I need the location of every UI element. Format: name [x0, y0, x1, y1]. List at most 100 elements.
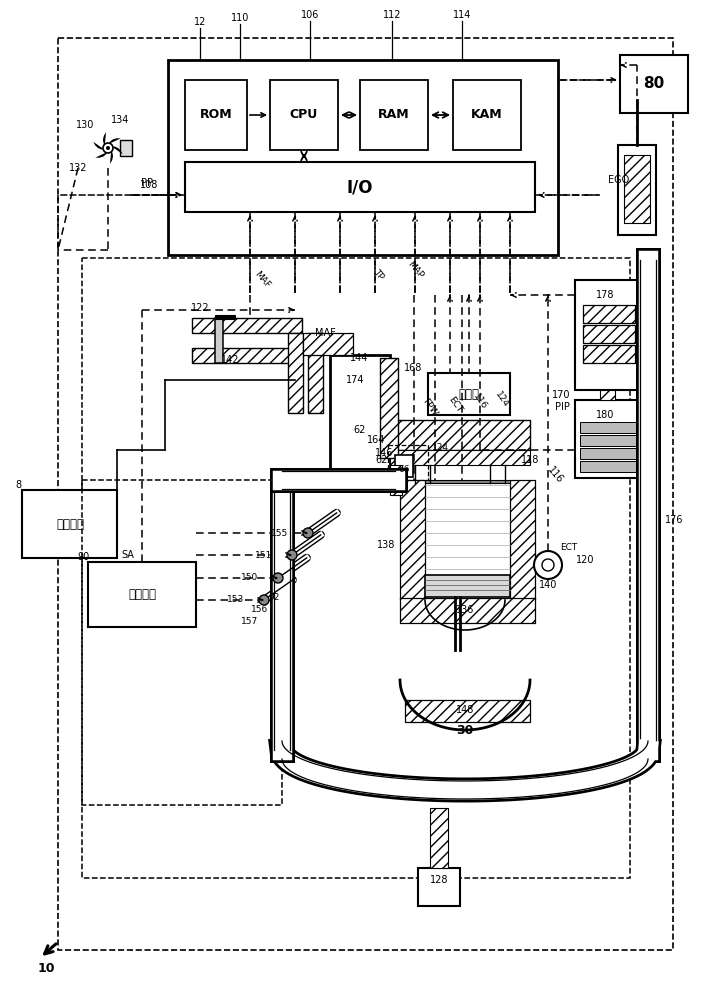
Bar: [390, 420, 530, 450]
Polygon shape: [110, 150, 113, 164]
Circle shape: [259, 595, 269, 605]
Bar: [583, 345, 635, 363]
Bar: [330, 355, 390, 480]
Bar: [192, 318, 302, 333]
Text: 156: 156: [251, 605, 268, 614]
Text: 146: 146: [375, 448, 393, 458]
Text: 116: 116: [471, 392, 488, 412]
Text: 点火系统: 点火系统: [128, 588, 156, 601]
Text: I/O: I/O: [347, 178, 373, 196]
Bar: [185, 162, 535, 212]
Text: TP: TP: [371, 268, 385, 282]
Text: EGO: EGO: [608, 175, 629, 185]
Text: FPW: FPW: [420, 397, 439, 419]
Text: 136: 136: [456, 605, 474, 615]
Bar: [390, 450, 530, 465]
Text: 155: 155: [271, 528, 288, 538]
Circle shape: [273, 573, 283, 583]
Text: 132: 132: [69, 163, 87, 173]
Text: 108: 108: [139, 180, 158, 190]
Text: 62: 62: [375, 455, 388, 465]
Text: 122: 122: [191, 303, 209, 313]
Bar: [575, 280, 643, 390]
Bar: [82, 480, 282, 805]
Polygon shape: [109, 138, 121, 144]
Text: 138: 138: [377, 540, 395, 550]
Text: 174: 174: [346, 375, 364, 385]
Text: 168: 168: [404, 363, 422, 373]
Bar: [215, 315, 235, 319]
Text: 153: 153: [227, 595, 244, 604]
Bar: [390, 465, 402, 495]
Text: 92: 92: [269, 593, 280, 602]
Bar: [82, 258, 630, 878]
Text: ROM: ROM: [199, 108, 232, 121]
Text: 144: 144: [350, 353, 368, 363]
Text: 164: 164: [367, 435, 385, 445]
Text: 148: 148: [456, 705, 474, 715]
Bar: [380, 358, 398, 458]
Bar: [453, 80, 521, 150]
Bar: [418, 868, 460, 906]
Bar: [405, 700, 530, 722]
Text: SA: SA: [122, 550, 134, 560]
Bar: [270, 80, 338, 150]
Bar: [22, 490, 117, 558]
Text: PIP: PIP: [555, 402, 570, 412]
Bar: [580, 422, 638, 433]
Text: 10: 10: [38, 962, 56, 974]
Text: 128: 128: [430, 875, 448, 885]
Bar: [620, 55, 688, 113]
Text: 124: 124: [432, 444, 449, 452]
Text: 120: 120: [576, 555, 594, 565]
Text: 90: 90: [77, 552, 89, 562]
Text: 116: 116: [546, 465, 565, 485]
Text: 80: 80: [644, 77, 665, 92]
Text: 151: 151: [255, 550, 272, 560]
Text: 62: 62: [354, 425, 366, 435]
Circle shape: [287, 550, 297, 560]
Text: 170: 170: [551, 390, 570, 400]
Bar: [430, 808, 448, 868]
Bar: [120, 140, 132, 156]
Circle shape: [534, 551, 562, 579]
Bar: [428, 373, 510, 415]
Text: 130: 130: [76, 120, 94, 130]
Text: ECT: ECT: [560, 544, 577, 552]
Polygon shape: [93, 142, 104, 150]
Bar: [215, 318, 223, 363]
Text: RAM: RAM: [378, 108, 410, 121]
Bar: [58, 38, 673, 950]
Text: 114: 114: [453, 10, 471, 20]
Text: KAM: KAM: [471, 108, 503, 121]
Bar: [583, 325, 635, 343]
Text: 180: 180: [596, 410, 614, 420]
Text: ECT: ECT: [446, 395, 463, 415]
Bar: [624, 155, 650, 223]
Text: 8: 8: [15, 480, 21, 490]
Text: 150: 150: [241, 574, 258, 582]
Bar: [575, 400, 643, 478]
Bar: [185, 80, 247, 150]
Text: 140: 140: [539, 580, 557, 590]
Bar: [510, 480, 535, 600]
Text: 176: 176: [665, 515, 684, 525]
Text: 12: 12: [194, 17, 206, 27]
Text: 142: 142: [221, 355, 240, 365]
Bar: [600, 390, 615, 400]
Text: MAF: MAF: [252, 270, 272, 290]
Bar: [88, 562, 196, 627]
Bar: [395, 455, 413, 477]
Text: 110: 110: [231, 13, 250, 23]
Text: MAF: MAF: [315, 328, 336, 338]
Bar: [388, 445, 428, 480]
Text: 134: 134: [111, 115, 129, 125]
Text: 112: 112: [383, 10, 401, 20]
Bar: [303, 333, 353, 355]
Circle shape: [303, 528, 313, 538]
Bar: [400, 480, 425, 600]
Bar: [618, 145, 656, 235]
Bar: [308, 333, 323, 413]
Text: 30: 30: [456, 724, 473, 736]
Circle shape: [106, 146, 110, 150]
